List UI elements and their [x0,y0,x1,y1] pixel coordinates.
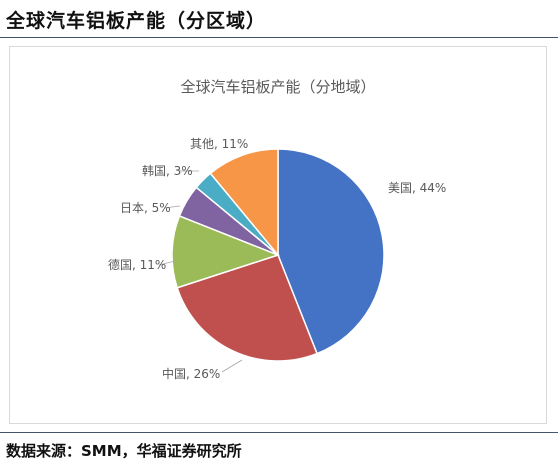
pie-labels: 美国, 44% 中国, 26% 德国, 11% 日本, 5% 韩国, 3% 其他, 11% [108,137,446,381]
pie-slice-1 [277,148,385,355]
page-header: 全球汽车铝板产能（分区域） [0,0,558,38]
pie-slice-3 [171,215,281,289]
slice-label-3: 德国, 11% [108,257,166,272]
pie-slice-2 [176,254,318,362]
pie-chart: 全球汽车铝板产能（分地域） 美国, 44% 中国, 26% 德国, 11% 日本, 5… [108,78,446,381]
slice-label-6: 其他, 11% [190,137,248,151]
chart-title: 全球汽车铝板产能（分地域） [180,78,375,96]
header-rule [0,37,558,38]
source-note: 数据来源：SMM，华福证券研究所 [6,442,242,460]
leader-line-4 [163,205,181,209]
slice-label-2: 中国, 26% [162,366,220,381]
footer-rule [0,432,558,433]
page-title: 全球汽车铝板产能（分区域） [6,10,267,32]
slice-label-4: 日本, 5% [120,201,171,215]
leader-line-2 [221,359,243,373]
pie-slice-6 [209,148,279,258]
chart-frame: 全球汽车铝板产能（分地域） 美国, 44% 中国, 26% 德国, 11% 日本, 5… [9,46,547,424]
slice-label-5: 韩国, 3% [142,163,193,178]
slice-label-1: 美国, 44% [388,181,446,195]
pie-slices [171,148,385,362]
leader-line-3 [158,260,176,266]
